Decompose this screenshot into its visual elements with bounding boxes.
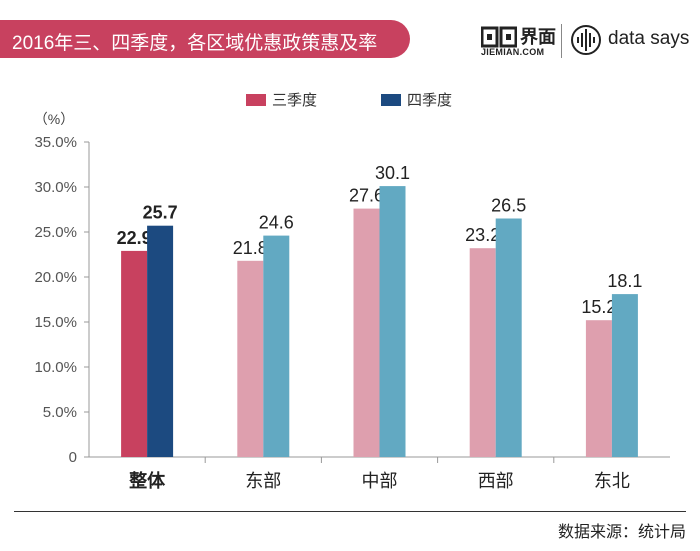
jiemian-url: JIEMIAN.COM [481,47,545,57]
y-tick-label: 20.0% [34,269,77,286]
category-label: 东北 [594,471,630,491]
category-label: 东部 [245,471,281,491]
category-label: 中部 [362,471,398,491]
datasays-brand: data says [608,28,690,49]
bar [611,294,638,457]
title-banner: 2016年三、四季度，各区域优惠政策惠及率 [0,20,410,58]
data-label: 30.1 [375,163,410,183]
data-label: 21.8 [233,238,268,258]
datasays-logo-icon [571,25,601,55]
data-label: 23.2 [465,225,500,245]
category-label: 西部 [478,471,514,491]
bar [147,225,174,457]
data-label: 24.6 [259,213,294,233]
data-source: 数据来源：统计局 [557,524,686,541]
y-tick-label: 25.0% [34,224,77,241]
brand-divider [561,24,562,58]
category-label: 整体 [128,470,166,491]
bar [469,248,496,457]
bar [495,218,522,457]
data-label: 22.9 [117,228,152,248]
bar [263,235,290,457]
jiemian-brand: 界面 [520,27,556,47]
legend-label: 三季度 [272,92,317,109]
bar [237,260,264,457]
chart-title: 2016年三、四季度，各区域优惠政策惠及率 [12,33,378,54]
legend-swatch [246,94,266,106]
y-tick-label: 35.0% [34,134,77,151]
y-tick-label: 0 [69,449,77,466]
data-label: 25.7 [143,203,178,223]
bar [585,320,612,457]
y-tick-label: 30.0% [34,179,77,196]
y-tick-label: 15.0% [34,314,77,331]
bar [353,208,380,457]
y-tick-label: 5.0% [43,404,77,421]
jiemian-logo-icon [481,26,517,48]
data-label: 27.6 [349,186,384,206]
footer-divider [14,511,686,512]
legend-swatch [381,94,401,106]
data-label: 18.1 [607,271,642,291]
legend-label: 四季度 [407,92,452,109]
bar [121,250,148,457]
data-label: 15.2 [581,297,616,317]
bar [379,186,406,457]
y-unit-label: （%） [34,111,74,127]
data-label: 26.5 [491,196,526,216]
y-tick-label: 10.0% [34,359,77,376]
